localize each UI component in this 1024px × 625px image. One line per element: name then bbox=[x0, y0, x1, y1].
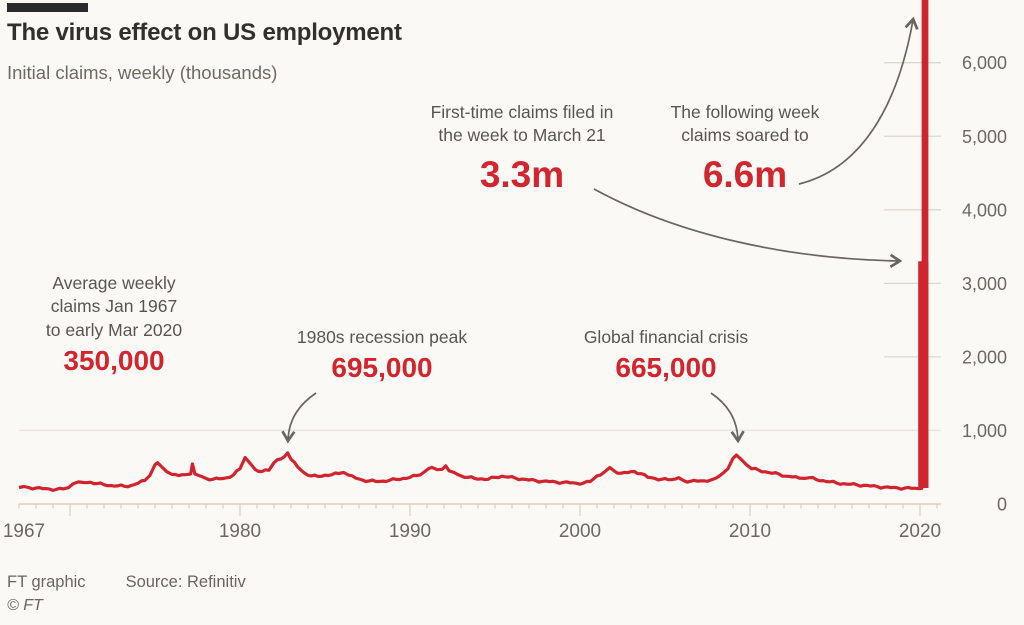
annotation-following-week-value: 6.6m bbox=[702, 153, 788, 195]
series-line bbox=[18, 451, 925, 492]
spike-bar-6-6m bbox=[921, 0, 929, 488]
annotation-average-claims-label: Average weekly claims Jan 1967 to early … bbox=[45, 273, 183, 340]
x-tick-label: 2020 bbox=[899, 521, 941, 542]
y-tick-label: 4,000 bbox=[962, 200, 1007, 220]
annotation-average-claims-value: 350,000 bbox=[63, 344, 165, 376]
ft-brand-bar bbox=[7, 3, 88, 12]
arrow-to-2009-peak bbox=[710, 392, 745, 444]
annotation-1980s-recession-peak-value: 695,000 bbox=[331, 352, 433, 384]
x-tick-label: 1967 bbox=[3, 521, 45, 542]
arrow-to-1982-peak bbox=[281, 392, 317, 444]
annotation-march-21: First-time claims filed in the week to M… bbox=[431, 101, 614, 196]
y-tick-label: 6,000 bbox=[962, 53, 1007, 73]
arrow-to-3-3m-bar bbox=[593, 188, 903, 268]
x-tick-label: 2010 bbox=[729, 521, 771, 542]
annotation-global-financial-crisis: Global financial crisis 665,000 bbox=[584, 326, 748, 384]
annotation-global-financial-crisis-value: 665,000 bbox=[615, 352, 717, 384]
y-tick-label: 5,000 bbox=[962, 127, 1007, 147]
x-tick-label: 1980 bbox=[219, 521, 261, 542]
y-tick-label: 0 bbox=[997, 495, 1007, 515]
annotation-march-21-value: 3.3m bbox=[479, 153, 565, 195]
arrow-to-6-6m-bar bbox=[798, 16, 919, 185]
annotation-march-21-label: First-time claims filed in the week to M… bbox=[430, 102, 614, 146]
y-tick-label: 1,000 bbox=[962, 421, 1007, 441]
y-tick-label: 3,000 bbox=[962, 274, 1007, 294]
footer-credit: FT graphic bbox=[7, 573, 86, 591]
annotation-following-week: The following week claims soared to 6.6m bbox=[671, 101, 820, 196]
annotation-following-week-label: The following week claims soared to bbox=[670, 102, 820, 146]
x-tick-label: 1990 bbox=[389, 521, 431, 542]
annotation-1980s-recession-peak-label: 1980s recession peak bbox=[296, 327, 468, 347]
x-tick-label: 2000 bbox=[559, 521, 601, 542]
chart-title: The virus effect on US employment bbox=[7, 19, 402, 46]
footer-credit-line: FT graphic Source: Refinitiv bbox=[7, 573, 246, 592]
annotation-global-financial-crisis-label: Global financial crisis bbox=[583, 327, 749, 347]
footer-copyright: © FT bbox=[7, 597, 43, 614]
annotation-1980s-recession-peak: 1980s recession peak 695,000 bbox=[297, 326, 467, 384]
chart-subtitle: Initial claims, weekly (thousands) bbox=[7, 62, 278, 83]
footer-source: Source: Refinitiv bbox=[125, 573, 246, 591]
y-tick-label: 2,000 bbox=[962, 347, 1007, 367]
annotation-average-claims: Average weekly claims Jan 1967 to early … bbox=[46, 272, 182, 377]
